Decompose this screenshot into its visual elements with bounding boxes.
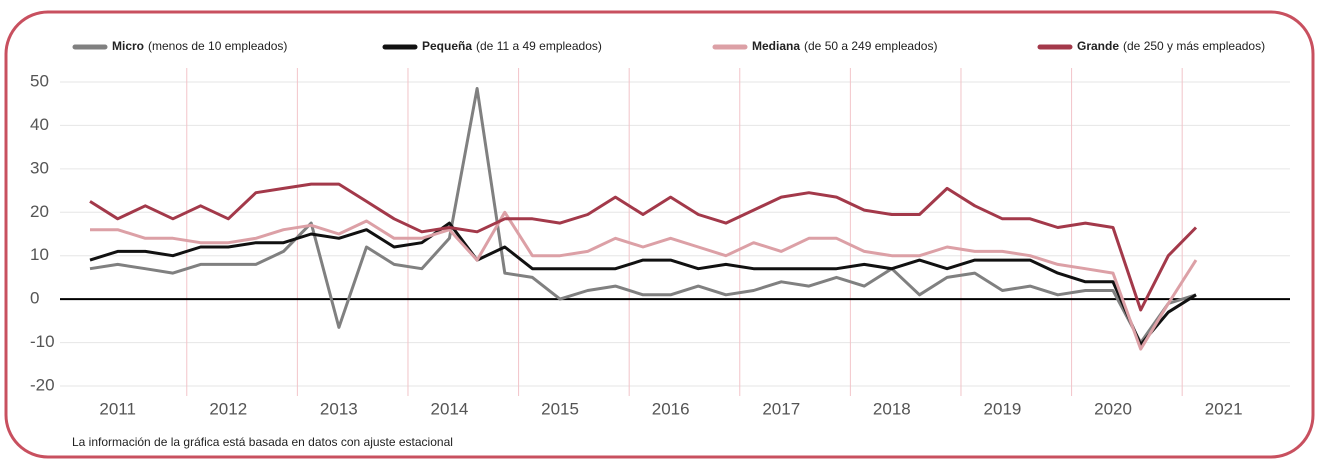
- x-tick-label: 2017: [762, 399, 800, 418]
- legend-name: Micro: [112, 39, 144, 53]
- y-tick-label: 40: [30, 115, 49, 134]
- x-tick-label: 2011: [99, 399, 136, 418]
- legend-name: Grande: [1077, 39, 1119, 53]
- legend-label: Grande (de 250 y más empleados): [1077, 39, 1265, 53]
- series-line: [89, 87, 1197, 345]
- legend-description: (menos de 10 empleados): [148, 39, 287, 53]
- legend-name: Pequeña: [422, 39, 472, 53]
- x-tick-label: 2016: [652, 399, 690, 418]
- footnote: La información de la gráfica está basada…: [72, 435, 453, 449]
- legend-description: (de 50 a 249 empleados): [804, 39, 937, 53]
- y-tick-label: 20: [30, 202, 49, 221]
- frame: [4, 10, 1315, 459]
- y-tick-label: -10: [30, 332, 55, 351]
- y-tick-label: 0: [30, 289, 39, 308]
- x-tick-label: 2021: [1205, 399, 1243, 418]
- x-tick-label: 2014: [431, 399, 469, 418]
- legend-label: Mediana (de 50 a 249 empleados): [752, 39, 937, 53]
- x-tick-label: 2018: [873, 399, 911, 418]
- y-tick-label: 10: [30, 245, 49, 264]
- legend-label: Micro (menos de 10 empleados): [112, 39, 287, 53]
- legend-description: (de 250 y más empleados): [1123, 39, 1265, 53]
- x-tick-label: 2015: [541, 399, 579, 418]
- y-tick-label: -20: [30, 375, 55, 394]
- legend-label: Pequeña (de 11 a 49 empleados): [422, 39, 602, 53]
- y-tick-label: 30: [30, 158, 49, 177]
- x-tick-label: 2019: [984, 399, 1022, 418]
- series-line: [89, 182, 1198, 312]
- series-line: [90, 210, 1198, 351]
- series-line: [89, 221, 1197, 347]
- x-tick-label: 2012: [209, 399, 247, 418]
- legend-name: Mediana: [752, 39, 800, 53]
- x-tick-label: 2020: [1094, 399, 1132, 418]
- x-tick-label: 2013: [320, 399, 358, 418]
- y-tick-label: 50: [30, 71, 49, 90]
- legend-description: (de 11 a 49 empleados): [476, 39, 602, 53]
